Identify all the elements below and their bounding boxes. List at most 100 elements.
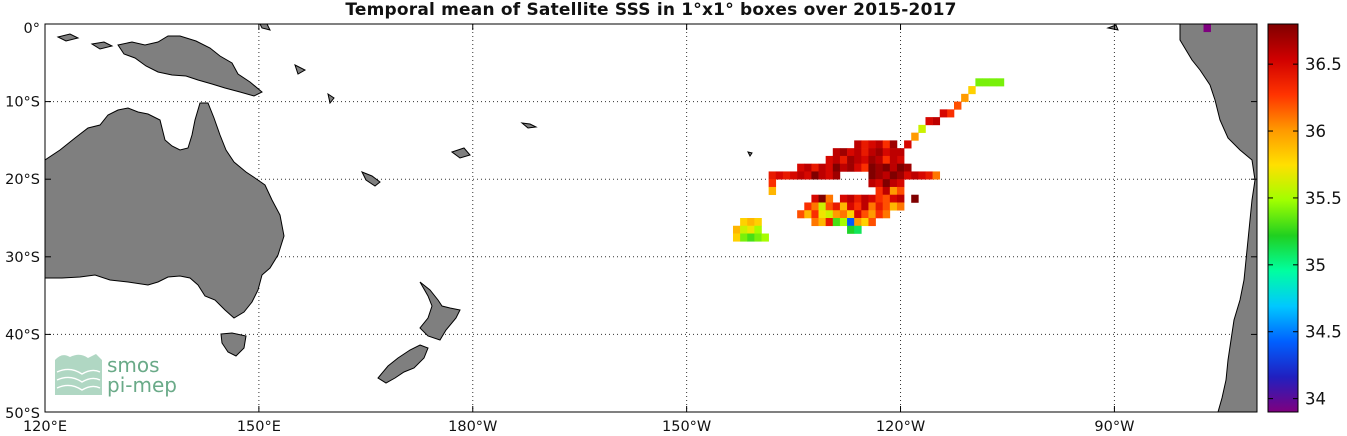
- sss-cell: [861, 202, 869, 211]
- small-island: [90, 41, 114, 50]
- x-tick-label: 150°W: [662, 419, 711, 435]
- sss-cell: [847, 202, 855, 211]
- sss-cell: [839, 210, 848, 219]
- sss-cell: [896, 148, 905, 157]
- sss-cell: [889, 171, 898, 180]
- sss-cell: [818, 163, 826, 172]
- logo-text-smos: smos: [107, 353, 160, 377]
- colorbar-tick-label: 36.5: [1305, 55, 1342, 74]
- sss-cell: [868, 210, 876, 219]
- sss-cell: [882, 148, 891, 157]
- sss-cell: [861, 163, 869, 172]
- sss-cell: [754, 233, 762, 242]
- sss-cell: [839, 202, 848, 211]
- sss-cell: [882, 140, 891, 149]
- small-island: [1106, 24, 1119, 31]
- sss-cell: [882, 179, 891, 188]
- sss-cell: [818, 202, 826, 211]
- colorbar-tick-label: 35.5: [1305, 189, 1342, 208]
- sss-cell: [868, 194, 876, 203]
- sss-cell: [875, 171, 884, 180]
- sss-cell: [818, 218, 826, 227]
- new-guinea-landmass: [117, 35, 263, 97]
- sss-cell: [811, 163, 819, 172]
- sss-cell: [868, 140, 876, 149]
- sss-cell: [868, 202, 876, 211]
- sss-cell: [875, 163, 884, 172]
- sss-cell: [854, 210, 862, 219]
- sss-cell: [904, 163, 912, 172]
- sss-cell: [839, 194, 848, 203]
- sss-cell: [982, 78, 990, 87]
- colorbar-tick-label: 35: [1305, 256, 1326, 275]
- australia-landmass: [45, 102, 285, 319]
- sss-cell: [896, 155, 905, 164]
- new-zealand-south-island: [377, 344, 429, 384]
- sss-cell: [961, 93, 969, 102]
- sss-cell: [875, 148, 884, 157]
- sss-cell: [782, 171, 791, 180]
- sss-cell: [868, 171, 876, 180]
- sss-cell: [839, 148, 848, 157]
- sss-cell: [768, 171, 777, 180]
- sss-cell: [882, 155, 891, 164]
- x-tick-label: 150°E: [237, 419, 281, 435]
- sss-cell: [918, 171, 926, 180]
- sss-cell: [896, 202, 905, 211]
- sss-cell: [854, 225, 862, 234]
- sss-cell: [889, 186, 898, 196]
- sss-cell: [932, 117, 941, 126]
- y-tick-label: 30°S: [5, 250, 40, 266]
- sss-cell: [1203, 24, 1211, 33]
- sss-cell: [854, 202, 862, 211]
- sss-cell: [811, 194, 819, 203]
- sss-cell: [825, 194, 834, 203]
- colorbar-tick-label: 36: [1305, 122, 1326, 141]
- sss-cell: [875, 155, 884, 164]
- sss-cell: [896, 179, 905, 188]
- sss-cell: [847, 155, 855, 164]
- colorbar: 34 34.5 35 35.5 36 36.5: [1267, 23, 1342, 413]
- sss-cell: [896, 163, 905, 172]
- sss-cell: [932, 171, 941, 180]
- small-island: [520, 122, 538, 129]
- sss-cell: [768, 179, 777, 188]
- sss-cell: [868, 179, 876, 188]
- sss-cell: [911, 132, 919, 141]
- sss-cells: [732, 24, 1211, 242]
- sss-cell: [946, 109, 955, 118]
- sss-cell: [996, 78, 1005, 87]
- small-island: [747, 151, 753, 157]
- sss-cell: [896, 194, 905, 203]
- sss-cell: [768, 186, 777, 196]
- sss-cell: [832, 155, 841, 164]
- sss-cell: [882, 194, 891, 203]
- sss-cell: [811, 171, 819, 180]
- sss-cell: [889, 202, 898, 211]
- sss-cell: [854, 140, 862, 149]
- y-tick-label: 20°S: [5, 172, 40, 188]
- y-axis-ticks: 0° 10°S 20°S 30°S 40°S 50°S: [5, 21, 1257, 422]
- sss-cell: [889, 179, 898, 188]
- sss-cell: [868, 148, 876, 157]
- sss-cell: [875, 179, 884, 188]
- sss-cell: [761, 233, 769, 242]
- sss-cell: [889, 155, 898, 164]
- sss-cell: [861, 148, 869, 157]
- small-island: [56, 33, 80, 42]
- sss-cell: [882, 186, 891, 196]
- sss-cell: [740, 233, 748, 242]
- sss-cell: [811, 210, 819, 219]
- y-tick-label: 0°: [24, 21, 40, 37]
- sss-cell: [896, 171, 905, 180]
- logo-mark-waves: [56, 368, 101, 391]
- sss-cell: [732, 225, 741, 234]
- sss-cell: [825, 210, 834, 219]
- sss-cell: [875, 202, 884, 211]
- new-zealand-north-island: [419, 281, 461, 341]
- sss-cell: [854, 163, 862, 172]
- sss-cell: [875, 186, 884, 196]
- sss-cell: [825, 163, 834, 172]
- sss-cell: [889, 148, 898, 157]
